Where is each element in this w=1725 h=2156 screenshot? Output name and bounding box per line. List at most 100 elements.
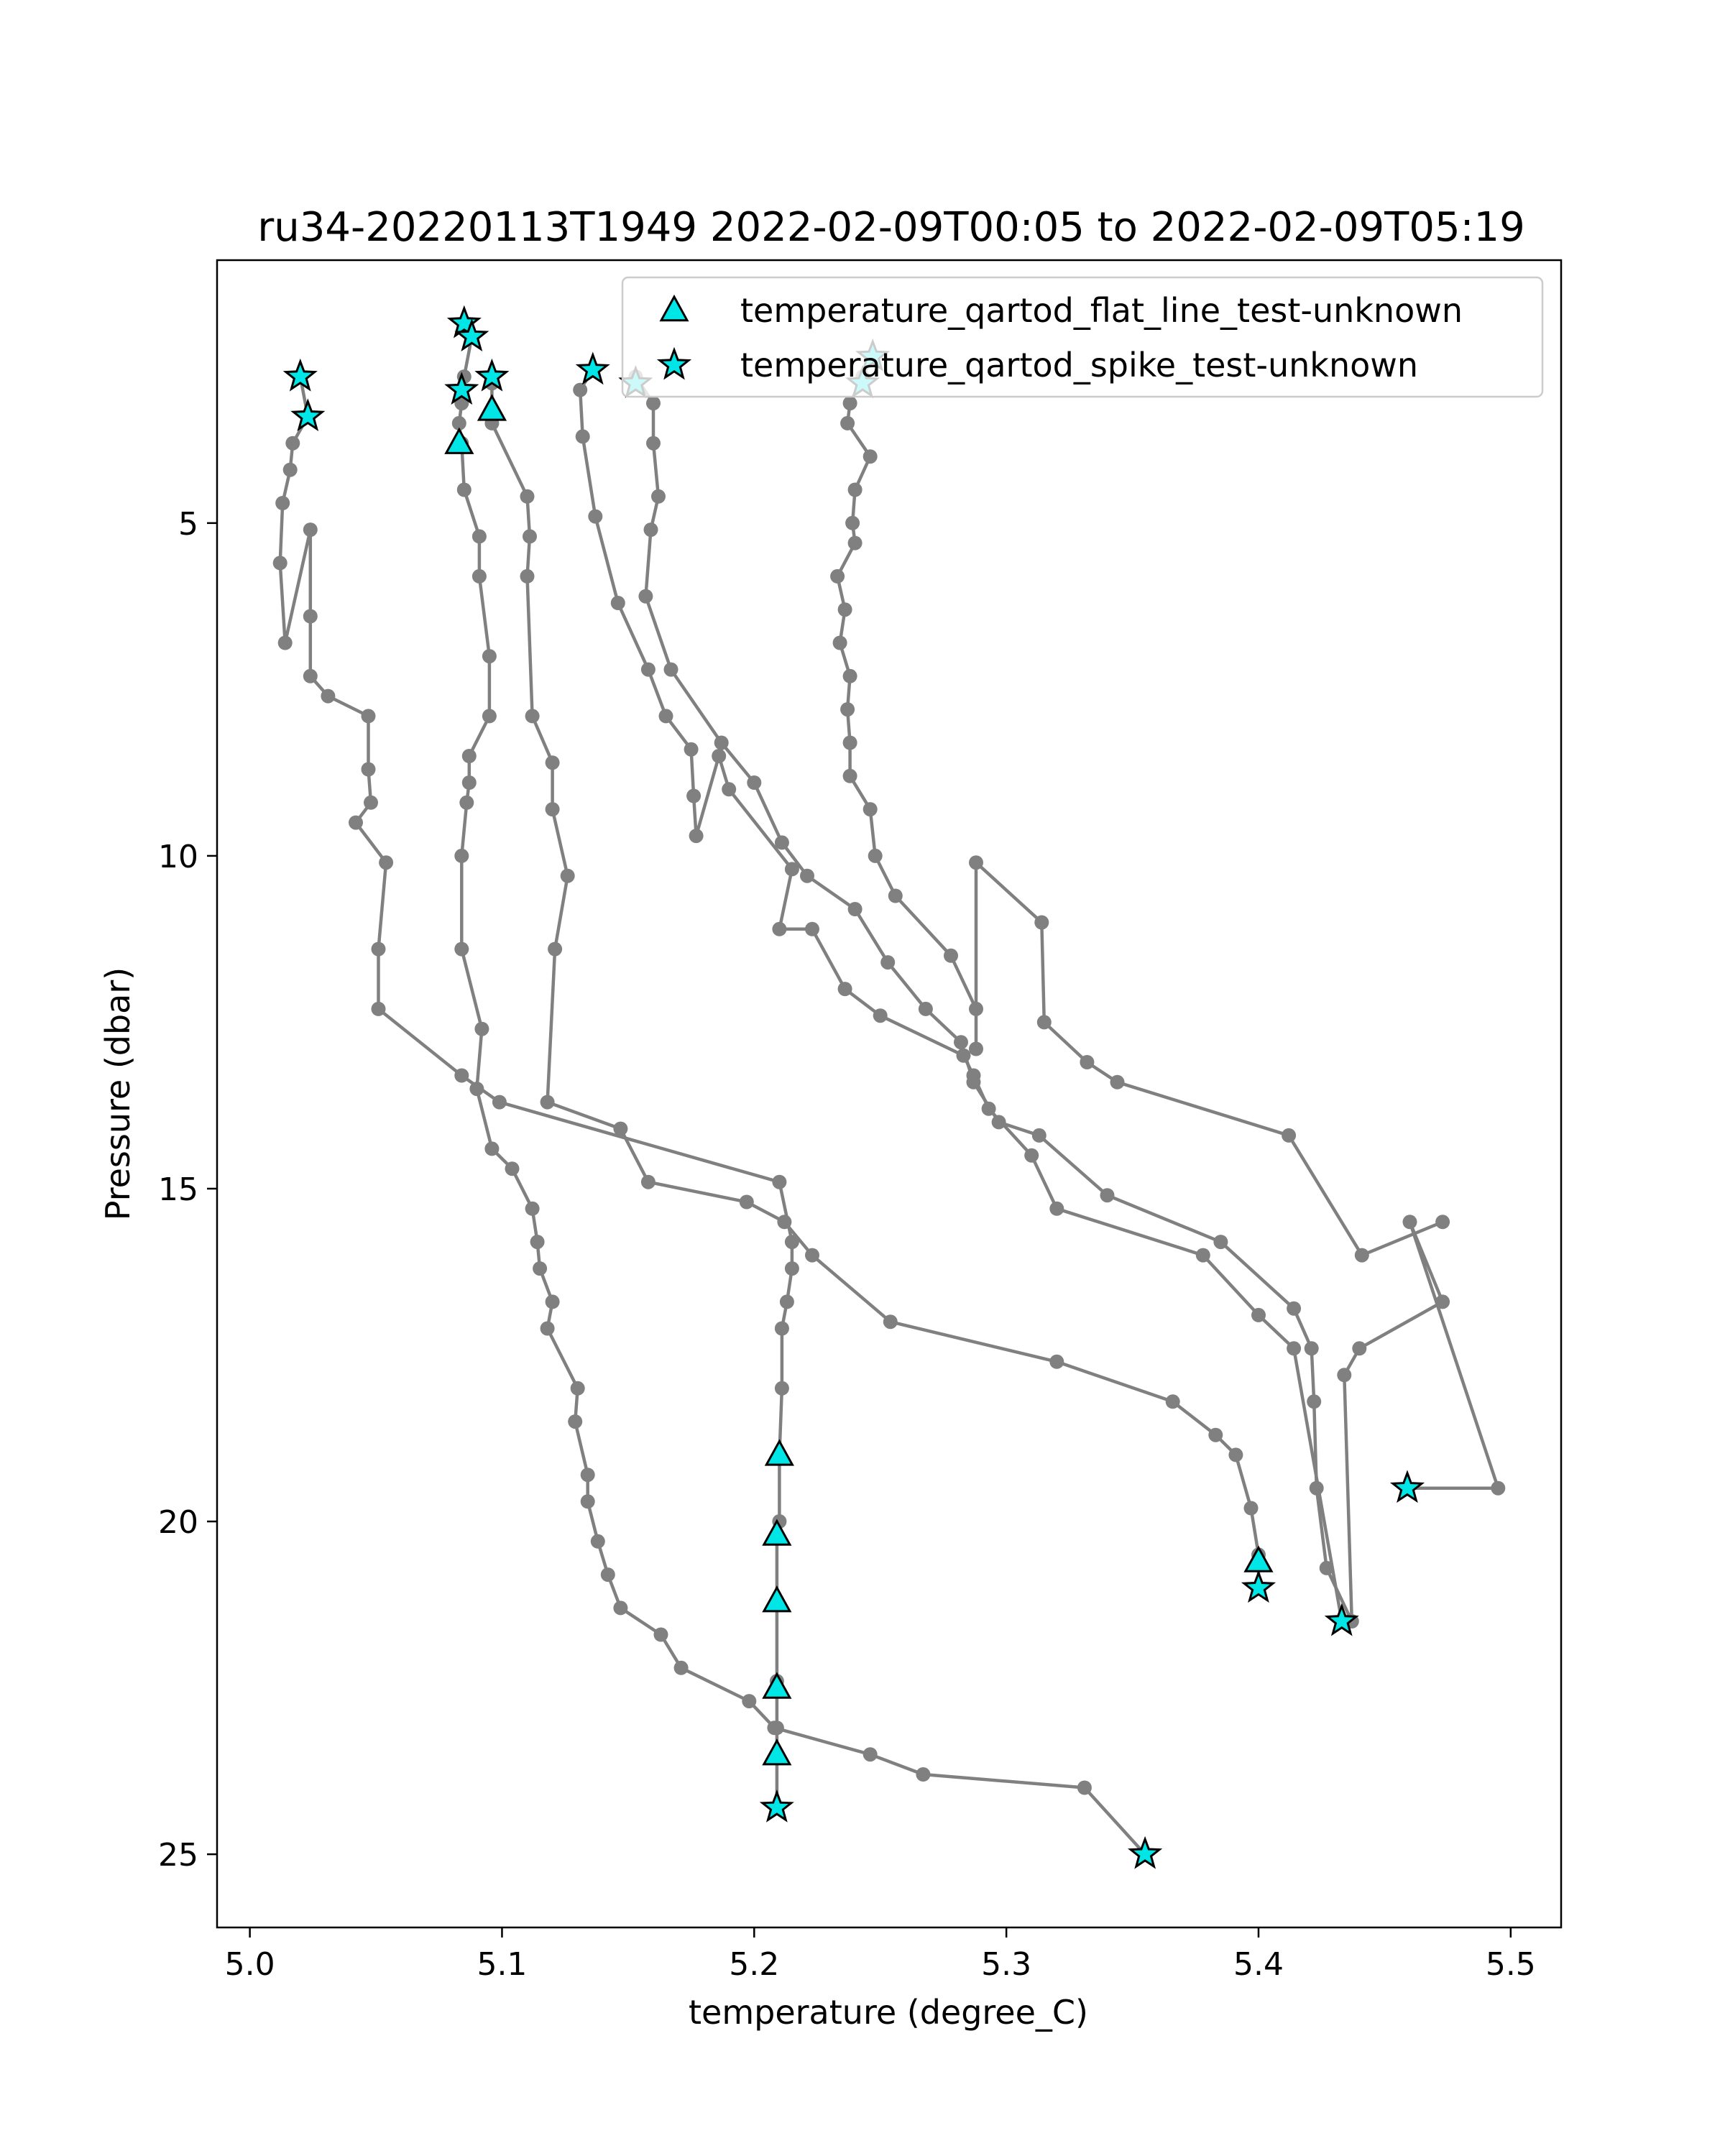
x-tick-label: 5.3 xyxy=(981,1946,1031,1983)
data-point xyxy=(472,568,487,584)
y-tick-label: 10 xyxy=(158,839,198,875)
data-point xyxy=(570,1381,585,1396)
data-point xyxy=(482,649,497,664)
flat-line-flag-marker xyxy=(762,1738,792,1766)
data-point xyxy=(600,1567,615,1583)
series-line-4 xyxy=(634,375,1500,1623)
legend-star-icon xyxy=(656,346,692,380)
data-point xyxy=(880,955,896,970)
plot-frame xyxy=(216,259,1563,1929)
y-axis-ticks: 5 10 15 20 25 xyxy=(158,506,217,1874)
spike-flag-marker xyxy=(454,318,489,351)
data-point xyxy=(590,1534,605,1549)
plot-lines xyxy=(272,316,1506,1862)
data-point xyxy=(847,902,862,916)
data-point xyxy=(832,635,847,650)
data-point xyxy=(673,1660,689,1675)
data-point xyxy=(530,1235,545,1250)
data-point xyxy=(1034,915,1049,930)
data-point xyxy=(379,855,394,870)
data-point xyxy=(784,862,799,877)
data-point xyxy=(1491,1480,1506,1496)
y-axis-label: Pressure (dbar) xyxy=(98,967,137,1220)
spike-flag-marker xyxy=(446,305,482,338)
data-point xyxy=(540,1321,555,1336)
x-tick-label: 5.0 xyxy=(225,1946,275,1983)
data-point xyxy=(779,1294,794,1309)
data-point xyxy=(646,396,661,411)
data-point xyxy=(1251,1307,1266,1322)
data-point xyxy=(520,568,535,584)
data-point xyxy=(784,1235,799,1250)
data-point xyxy=(1031,1128,1046,1143)
data-point xyxy=(459,795,474,810)
data-point xyxy=(523,529,537,544)
data-point xyxy=(1354,1248,1369,1263)
data-point xyxy=(275,496,290,510)
data-point xyxy=(944,948,958,963)
data-point xyxy=(349,815,363,830)
data-point xyxy=(1337,1368,1352,1383)
spike-flag-marker xyxy=(1324,1603,1359,1636)
flat-line-flag-marker xyxy=(762,1519,792,1546)
spike-flag-marker xyxy=(759,1789,794,1823)
data-point xyxy=(868,848,883,863)
data-point xyxy=(525,709,540,724)
data-point xyxy=(640,1174,656,1189)
data-point xyxy=(472,529,487,544)
data-point xyxy=(573,382,588,397)
data-point xyxy=(451,415,466,430)
data-point xyxy=(1080,1055,1095,1069)
data-point xyxy=(640,662,656,677)
data-point xyxy=(303,668,318,683)
data-point xyxy=(991,1115,1006,1130)
legend: temperature_qartod_flat_line_test-unknow… xyxy=(621,276,1544,398)
data-point xyxy=(580,1494,595,1509)
data-point xyxy=(722,782,737,797)
data-point xyxy=(456,482,472,497)
data-point xyxy=(277,635,293,650)
data-point xyxy=(364,795,378,810)
data-point xyxy=(845,515,860,530)
spike-flag-marker xyxy=(474,358,510,392)
data-point xyxy=(772,921,787,936)
data-point xyxy=(651,489,666,504)
data-point xyxy=(1243,1501,1259,1516)
data-point xyxy=(686,788,702,803)
data-point xyxy=(742,1694,757,1709)
data-point xyxy=(847,535,862,550)
data-point xyxy=(1435,1294,1450,1309)
data-point xyxy=(533,1261,548,1276)
series-line-0 xyxy=(278,376,794,1808)
data-point xyxy=(580,1468,595,1483)
data-point xyxy=(361,709,376,724)
data-point xyxy=(1077,1780,1092,1795)
data-point xyxy=(767,1720,782,1736)
data-point xyxy=(918,1001,933,1016)
data-point xyxy=(1208,1427,1223,1442)
data-point xyxy=(1110,1074,1125,1089)
data-point xyxy=(1024,1148,1039,1163)
flat-line-flag-marker xyxy=(762,1585,792,1613)
data-point xyxy=(1036,1015,1052,1030)
data-point xyxy=(282,462,298,477)
data-point xyxy=(1352,1341,1367,1356)
data-point xyxy=(1049,1354,1064,1369)
data-point xyxy=(1228,1447,1243,1462)
spike-flag-marker xyxy=(282,358,318,392)
data-point xyxy=(747,775,762,790)
data-point xyxy=(1309,1480,1324,1496)
data-point xyxy=(454,848,469,863)
data-point xyxy=(474,1021,489,1036)
data-point xyxy=(1100,1188,1115,1203)
flat-line-flag-marker xyxy=(477,394,507,421)
data-point xyxy=(540,1095,555,1110)
data-point xyxy=(714,735,729,750)
data-point xyxy=(883,1314,898,1330)
data-point xyxy=(784,1261,799,1276)
y-tick-label: 15 xyxy=(158,1171,198,1208)
x-tick-label: 5.5 xyxy=(1486,1946,1536,1983)
data-point xyxy=(774,1321,789,1336)
data-point xyxy=(772,1174,787,1189)
